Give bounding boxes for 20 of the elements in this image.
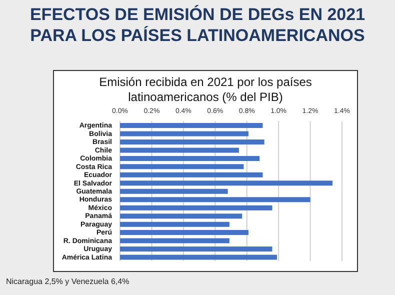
- bar: [120, 214, 242, 219]
- chart-subtitle: Emisión recibida en 2021 por los países latinoamericanos (% del PIB): [98, 75, 313, 105]
- text: Nicaragua 2,5% y Venezuela 6,4%: [6, 277, 130, 286]
- bar: [120, 254, 277, 260]
- bar: [120, 123, 263, 128]
- bar: [120, 148, 239, 153]
- bar: [120, 238, 230, 244]
- bar: [120, 172, 263, 178]
- bar: [120, 197, 310, 202]
- bar: [120, 230, 248, 236]
- bar: [120, 164, 244, 170]
- bar: [120, 205, 272, 210]
- bar: [120, 139, 264, 144]
- chart-title: EFECTOS DE EMISIÓN DE DEGs EN 2021 PARA LOS PAÍSES LATINOAMERICANOS: [28, 4, 366, 46]
- bar: [120, 246, 272, 252]
- bar: [120, 156, 260, 161]
- bar: [120, 222, 230, 227]
- bar: [120, 188, 228, 194]
- bar: [120, 131, 248, 136]
- bar: [120, 180, 332, 186]
